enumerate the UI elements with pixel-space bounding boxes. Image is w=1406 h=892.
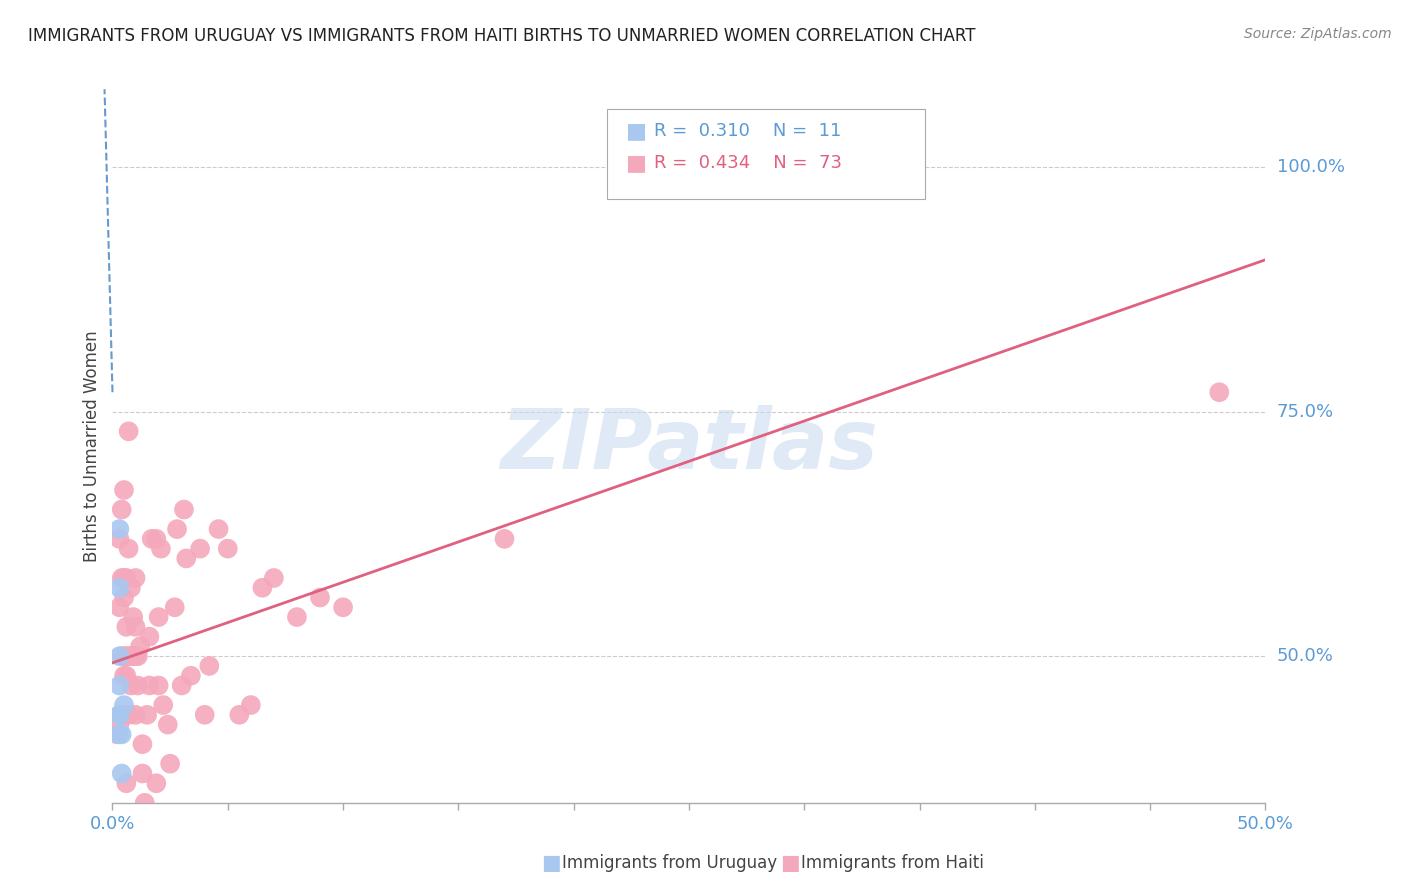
- Point: [138, 678, 160, 692]
- Point: [122, 610, 145, 624]
- Point: [115, 571, 138, 585]
- Point: [124, 649, 146, 664]
- Point: [111, 502, 134, 516]
- Point: [180, 669, 202, 683]
- Text: IMMIGRANTS FROM URUGUAY VS IMMIGRANTS FROM HAITI BIRTHS TO UNMARRIED WOMEN CORRE: IMMIGRANTS FROM URUGUAY VS IMMIGRANTS FR…: [28, 27, 976, 45]
- Text: ■: ■: [626, 153, 647, 173]
- Point: [207, 522, 229, 536]
- Point: [105, 727, 128, 741]
- Point: [111, 707, 134, 722]
- Point: [188, 541, 211, 556]
- Point: [263, 571, 285, 585]
- Point: [115, 669, 138, 683]
- Point: [112, 483, 135, 497]
- Point: [163, 600, 186, 615]
- Point: [134, 796, 156, 810]
- Point: [285, 610, 308, 624]
- Point: [149, 541, 172, 556]
- Y-axis label: Births to Unmarried Women: Births to Unmarried Women: [83, 330, 101, 562]
- Point: [111, 649, 134, 664]
- Point: [145, 776, 167, 790]
- Point: [108, 522, 131, 536]
- Point: [112, 591, 135, 605]
- Point: [127, 678, 149, 692]
- Point: [108, 581, 131, 595]
- Point: [217, 541, 239, 556]
- Text: R =  0.310    N =  11: R = 0.310 N = 11: [654, 122, 841, 140]
- Point: [108, 678, 131, 692]
- Point: [115, 776, 138, 790]
- Point: [111, 727, 134, 741]
- Text: Immigrants from Haiti: Immigrants from Haiti: [801, 855, 984, 872]
- Point: [1208, 385, 1230, 400]
- Point: [108, 727, 131, 741]
- Point: [174, 551, 197, 566]
- Point: [124, 620, 146, 634]
- Point: [112, 649, 135, 664]
- Point: [494, 532, 516, 546]
- Point: [136, 707, 159, 722]
- Point: [111, 571, 134, 585]
- Point: [173, 502, 195, 516]
- Point: [108, 717, 131, 731]
- Point: [108, 532, 131, 546]
- Point: [198, 659, 221, 673]
- Point: [124, 571, 146, 585]
- Point: [309, 591, 332, 605]
- Point: [112, 698, 135, 712]
- Point: [152, 698, 174, 712]
- Point: [127, 649, 149, 664]
- Point: [108, 707, 131, 722]
- Point: [112, 669, 135, 683]
- Text: Immigrants from Uruguay: Immigrants from Uruguay: [562, 855, 778, 872]
- Point: [117, 707, 139, 722]
- Point: [156, 717, 179, 731]
- Point: [111, 707, 134, 722]
- Point: [166, 522, 188, 536]
- Point: [138, 630, 160, 644]
- Point: [239, 698, 262, 712]
- Point: [228, 707, 250, 722]
- Point: [145, 532, 167, 546]
- Point: [124, 707, 146, 722]
- Point: [108, 600, 131, 615]
- Point: [332, 600, 354, 615]
- Text: 100.0%: 100.0%: [1277, 159, 1344, 177]
- Point: [122, 649, 145, 664]
- Point: [252, 581, 274, 595]
- Point: [108, 649, 131, 664]
- Point: [115, 649, 138, 664]
- Point: [115, 620, 138, 634]
- Text: ■: ■: [780, 854, 800, 873]
- Point: [117, 649, 139, 664]
- Text: ■: ■: [626, 121, 647, 141]
- Point: [117, 425, 139, 439]
- Text: R =  0.434    N =  73: R = 0.434 N = 73: [654, 154, 842, 172]
- Text: 75.0%: 75.0%: [1277, 403, 1334, 421]
- Point: [131, 737, 153, 751]
- Text: ZIPatlas: ZIPatlas: [501, 406, 877, 486]
- Point: [117, 541, 139, 556]
- Point: [141, 532, 163, 546]
- Point: [194, 707, 217, 722]
- Point: [120, 581, 142, 595]
- Point: [170, 678, 193, 692]
- Text: 50.0%: 50.0%: [1277, 648, 1333, 665]
- Point: [111, 766, 134, 780]
- Point: [120, 649, 142, 664]
- Text: Source: ZipAtlas.com: Source: ZipAtlas.com: [1244, 27, 1392, 41]
- Point: [148, 678, 170, 692]
- Point: [129, 640, 152, 654]
- Point: [148, 610, 170, 624]
- Point: [120, 678, 142, 692]
- Point: [112, 571, 135, 585]
- Point: [678, 161, 700, 175]
- Text: ■: ■: [541, 854, 561, 873]
- Point: [131, 766, 153, 780]
- Point: [108, 707, 131, 722]
- Point: [159, 756, 181, 771]
